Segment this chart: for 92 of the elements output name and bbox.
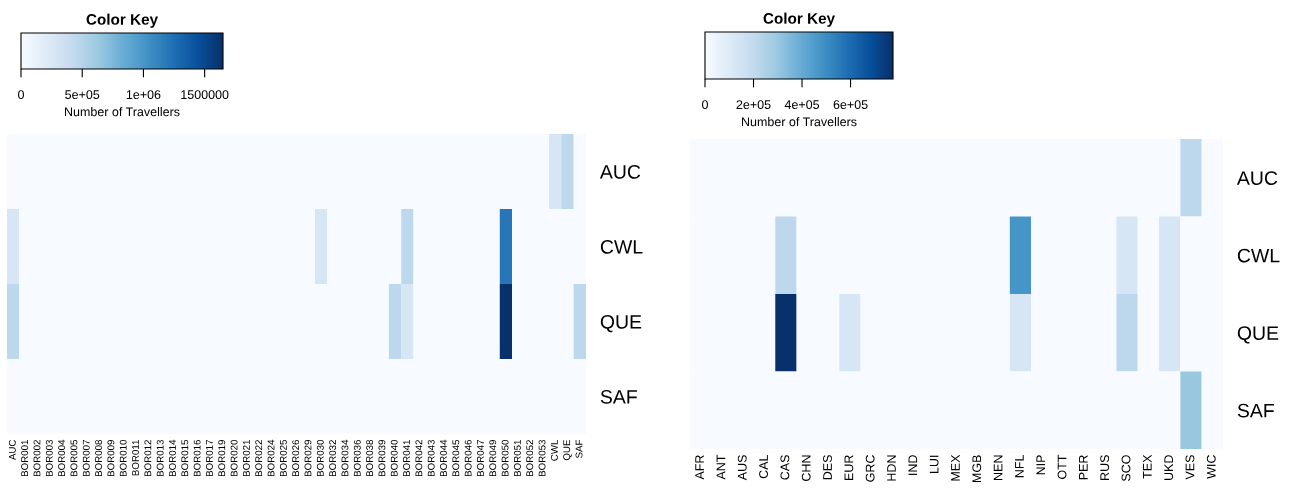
color-bar-title: Number of Travellers [65,107,180,117]
x-tick-label: BOR019 [218,440,226,477]
x-tick-label: CHN [801,455,811,481]
x-tick-label: UKD [1164,455,1174,480]
x-tick-label: BOR042 [415,440,423,477]
color-bar-label: 4e+05 [784,100,820,110]
x-tick-label: BOR013 [156,439,164,477]
y-tick-label: SAF [1237,403,1274,418]
x-tick-label: VES [1185,455,1195,480]
x-tick-label: BOR025 [279,439,287,477]
y-tick-label: SAF [600,389,637,404]
y-tick-label: AUC [599,164,641,179]
x-tick-label: LUI [929,455,939,473]
x-tick-label: BOR053 [538,439,546,477]
x-tick-label: BOR039 [378,440,386,477]
x-tick-label: BOR012 [144,440,152,477]
color-bar-title: Number of Travellers [742,117,857,127]
x-tick-label: BOR022 [255,440,263,477]
x-tick-label: SCO [1121,455,1131,482]
x-tick-label: EUR [844,455,854,480]
x-tick-label: CWL [550,439,558,461]
color-bar-label: 1e+06 [126,90,161,100]
x-tick-label: BOR016 [193,439,201,477]
x-tick-label: BOR020 [230,439,238,477]
x-tick-label: HDN [887,455,896,481]
x-tick-label: DES [823,455,832,480]
x-tick-label: BOR044 [440,439,447,477]
x-tick-label: BOR047 [477,440,484,477]
x-tick-label: BOR005 [70,439,78,477]
x-tick-label: BOR011 [132,440,139,476]
color-bar-label: 6e+05 [833,100,868,110]
x-tick-label: BOR026 [292,439,300,477]
y-tick-label: CWL [1237,248,1280,263]
x-tick-label: BOR032 [329,440,337,477]
x-tick-label: BOR002 [33,440,41,477]
x-tick-label: ANT [716,454,726,480]
x-tick-label: BOR014 [169,439,176,477]
x-tick-label: BOR036 [353,439,361,477]
x-tick-label: WIC [1206,455,1216,479]
y-tick-label: QUE [600,314,642,333]
y-tick-label: AUC [1236,171,1278,185]
x-tick-label: OTT [1057,454,1067,479]
x-tick-label: BOR040 [390,439,398,477]
x-tick-label: BOR001 [21,440,29,477]
x-tick-label: BOR004 [58,439,66,477]
x-tick-label: AFR [695,455,704,480]
x-tick-label: BOR050 [501,439,509,477]
x-tick-label: BOR038 [366,439,374,477]
color-bar-label: 2e+05 [736,100,771,110]
x-tick-label: BOR029 [304,440,312,477]
x-tick-label: BOR009 [107,440,115,477]
x-tick-label: BOR046 [464,439,472,477]
x-tick-label: BOR043 [427,439,435,477]
x-tick-label: PER [1079,455,1088,480]
y-tick-label: QUE [1237,326,1279,344]
legend-title: Color Key [763,12,835,27]
x-tick-label: BOR049 [489,440,497,477]
x-tick-label: BOR003 [45,439,53,477]
x-tick-label: BOR008 [95,439,102,477]
x-tick-label: BOR024 [267,439,275,477]
x-tick-label: BOR034 [341,439,349,477]
x-tick-label: BOR052 [526,440,534,477]
x-tick-label: AUC [8,439,16,461]
x-tick-label: BOR045 [452,439,460,477]
x-tick-label: TEX [1143,454,1152,479]
x-tick-label: GRC [865,455,875,482]
x-tick-label: BOR030 [316,439,324,477]
x-tick-label: NIP [1036,455,1046,475]
color-bar-label: 5e+05 [65,90,100,100]
x-tick-label: MEX [951,454,960,481]
x-tick-label: QUE [563,439,572,461]
x-tick-label: BOR051 [513,440,521,477]
legend-title: Color Key [86,13,158,28]
x-tick-label: BOR007 [82,440,90,477]
x-tick-label: BOR017 [205,440,213,477]
color-bar-label: 0 [18,90,24,100]
x-tick-label: AUS [737,455,747,481]
x-tick-label: BOR010 [119,439,127,477]
x-tick-label: NEN [993,455,1003,480]
x-tick-label: SAF [575,439,583,459]
color-bar-label: 0 [702,100,708,110]
x-tick-label: BOR015 [181,439,189,477]
x-tick-label: RUS [1100,455,1110,480]
x-tick-label: CAL [759,454,768,479]
x-tick-label: BOR021 [242,440,250,477]
x-tick-label: NFL [1015,454,1024,478]
x-tick-label: IND [908,455,918,475]
x-tick-label: BOR041 [403,440,410,477]
x-tick-label: MGB [972,455,982,482]
x-tick-label: CAS [780,455,790,480]
color-bar-label: 1500000 [181,90,229,100]
y-tick-label: CWL [600,239,643,254]
